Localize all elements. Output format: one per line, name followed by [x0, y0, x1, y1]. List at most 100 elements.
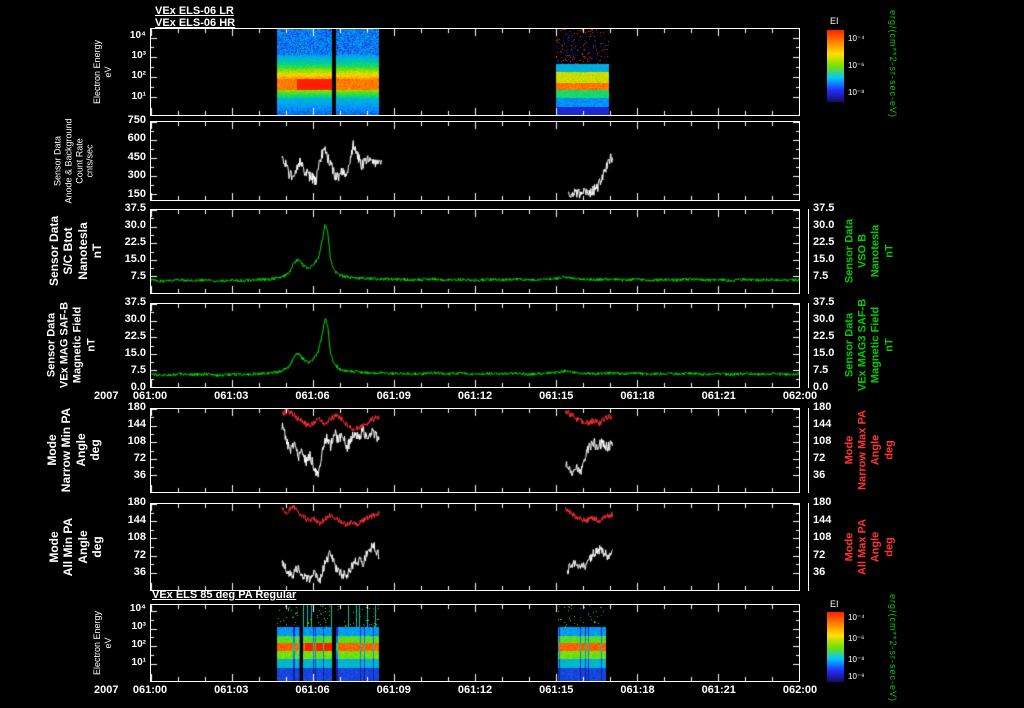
- colorbar-tick-label: 10⁻⁶: [848, 61, 865, 70]
- y-axis-left-ticks: 750 600 450 300 150: [100, 114, 146, 201]
- colorbar-tick-label: 10⁻⁶: [848, 633, 865, 643]
- panel-count-rate: [150, 121, 800, 201]
- narrow-pa-canvas: [151, 409, 799, 492]
- panel6-left-axis-label: Mode All Min PA Angle deg: [47, 517, 105, 577]
- x-tick-label: 061:03: [214, 684, 249, 696]
- x-tick-label: 061:18: [620, 684, 655, 696]
- y-tick-label: 37.5: [813, 202, 835, 214]
- panel-sc-btot: [150, 209, 800, 294]
- y-tick-label: 36: [813, 469, 826, 481]
- panel3-left-axis-label: Sensor Data S/C Btot Nanotesla nT: [47, 215, 105, 287]
- y-tick-label: 10¹: [131, 90, 146, 102]
- y-tick-label: 144: [127, 513, 146, 526]
- y-tick-label: 30.0: [124, 219, 146, 231]
- y-tick-label: 144: [813, 513, 832, 526]
- x-tick-label: 061:06: [295, 390, 330, 402]
- right-secondary-axis: [808, 209, 809, 294]
- y-tick-label: 22.5: [124, 236, 146, 248]
- y-tick-label: 15.0: [124, 347, 146, 359]
- y-tick-label: 22.5: [813, 330, 835, 342]
- y-tick-label: 15.0: [813, 347, 835, 359]
- colorbar-tick-label: 10⁻⁴: [848, 33, 865, 43]
- y-tick-label: 22.5: [124, 330, 146, 342]
- y-tick-label: 72: [813, 548, 826, 561]
- y-tick-label: 37.5: [124, 202, 146, 214]
- y-tick-label: 0.0: [813, 381, 829, 393]
- right-secondary-axis: [808, 303, 809, 388]
- colorbar-top: [827, 30, 844, 102]
- y-axis-right-ticks: 180 144 108 72 36: [813, 496, 857, 591]
- x-tick-label: 061:21: [701, 684, 736, 696]
- y-tick-label: 108: [813, 531, 832, 544]
- y-tick-label: 10³: [131, 50, 146, 62]
- y-tick-label: 37.5: [813, 296, 835, 308]
- colorbar-tick-label: 10⁻⁸: [848, 654, 865, 664]
- panel7-title: VEx ELS 85 deg PA Regular: [152, 589, 297, 601]
- y-axis-right-ticks: 37.5 30.0 22.5 15.0 7.5 0.0: [813, 296, 857, 393]
- y-tick-label: 300: [127, 169, 146, 182]
- y-tick-label: 7.5: [813, 364, 829, 376]
- y-axis-left-ticks: 180 144 108 72 36: [100, 496, 146, 591]
- y-tick-label: 37.5: [124, 296, 146, 308]
- y-tick-label: 144: [813, 418, 832, 430]
- x-tick-label: 061:09: [376, 684, 411, 696]
- x-tick-label: 061:00: [132, 390, 168, 402]
- y-tick-label: 0.0: [130, 381, 146, 393]
- y-tick-label: 108: [127, 435, 146, 447]
- y-tick-label: 15.0: [813, 253, 835, 265]
- y-tick-label: 108: [127, 531, 146, 544]
- x-tick-label: 061:15: [539, 684, 574, 696]
- y-tick-label: 72: [133, 548, 146, 561]
- y-tick-label: 750: [127, 114, 146, 126]
- colorbar-bottom: [827, 612, 844, 682]
- y-tick-label: 7.5: [813, 270, 829, 282]
- x-tick-label: 061:09: [376, 390, 411, 402]
- y-tick-label: 72: [133, 452, 146, 464]
- y-tick-label: 10⁴: [129, 29, 146, 41]
- y-tick-label: 10²: [131, 639, 146, 651]
- x-tick-label: 061:03: [214, 390, 249, 402]
- y-tick-label: 180: [127, 496, 146, 508]
- panel-all-pa: [150, 503, 800, 591]
- colorbar-tick-label: 10⁻⁴: [848, 612, 865, 622]
- y-tick-label: 144: [127, 418, 146, 430]
- y-tick-label: 30.0: [813, 313, 835, 325]
- y-axis-right-ticks: 37.5 30.0 22.5 15.0 7.5: [813, 202, 857, 294]
- count-rate-canvas: [151, 122, 799, 200]
- panel-mag-saf-b: [150, 303, 800, 388]
- y-tick-label: 7.5: [130, 364, 146, 376]
- y-axis-left-ticks: 10⁴ 10³ 10² 10¹: [100, 28, 146, 116]
- colorbar-top-ei-label: EI: [830, 16, 839, 26]
- x-axis-year-label: 2007: [94, 684, 119, 696]
- y-tick-label: 10²: [131, 70, 146, 82]
- panel5-left-axis-label: Mode Narrow Min PA Angle deg: [45, 407, 103, 493]
- y-tick-label: 10⁴: [129, 603, 146, 615]
- mag-saf-b-canvas: [151, 304, 799, 387]
- colorbar-tick-label: 10⁻⁹: [848, 672, 865, 682]
- y-tick-label: 15.0: [124, 253, 146, 265]
- y-tick-label: 36: [133, 566, 146, 579]
- all-pa-canvas: [151, 504, 799, 590]
- y-tick-label: 36: [133, 469, 146, 481]
- y-tick-label: 180: [813, 401, 832, 413]
- y-axis-left-ticks: 37.5 30.0 22.5 15.0 7.5: [100, 202, 146, 294]
- panel4-left-axis-label: Sensor Data VEx MAG SAF-B Magnetic Field…: [45, 301, 98, 389]
- flux-unit-top: erg/(cm**2-sr-sec-eV): [888, 10, 898, 119]
- y-axis-left-ticks: 180 144 108 72 36: [100, 401, 146, 493]
- y-tick-label: 150: [127, 187, 146, 200]
- y-tick-label: 450: [127, 150, 146, 163]
- y-axis-right-ticks: 180 144 108 72 36: [813, 401, 857, 493]
- panel-els-spectrogram: [150, 28, 800, 116]
- panel-narrow-pa: [150, 408, 800, 493]
- x-tick-label: 061:00: [132, 684, 168, 696]
- y-tick-label: 7.5: [130, 270, 146, 282]
- y-tick-label: 36: [813, 566, 826, 579]
- sc-btot-canvas: [151, 210, 799, 293]
- panel1-title-lr: VEx ELS-06 LR: [155, 5, 234, 17]
- y-tick-label: 30.0: [813, 219, 835, 231]
- x-axis-year-label: 2007: [94, 390, 119, 402]
- x-tick-label: 061:06: [295, 684, 330, 696]
- y-tick-label: 180: [813, 496, 832, 508]
- y-tick-label: 30.0: [124, 313, 146, 325]
- y-tick-label: 600: [127, 132, 146, 145]
